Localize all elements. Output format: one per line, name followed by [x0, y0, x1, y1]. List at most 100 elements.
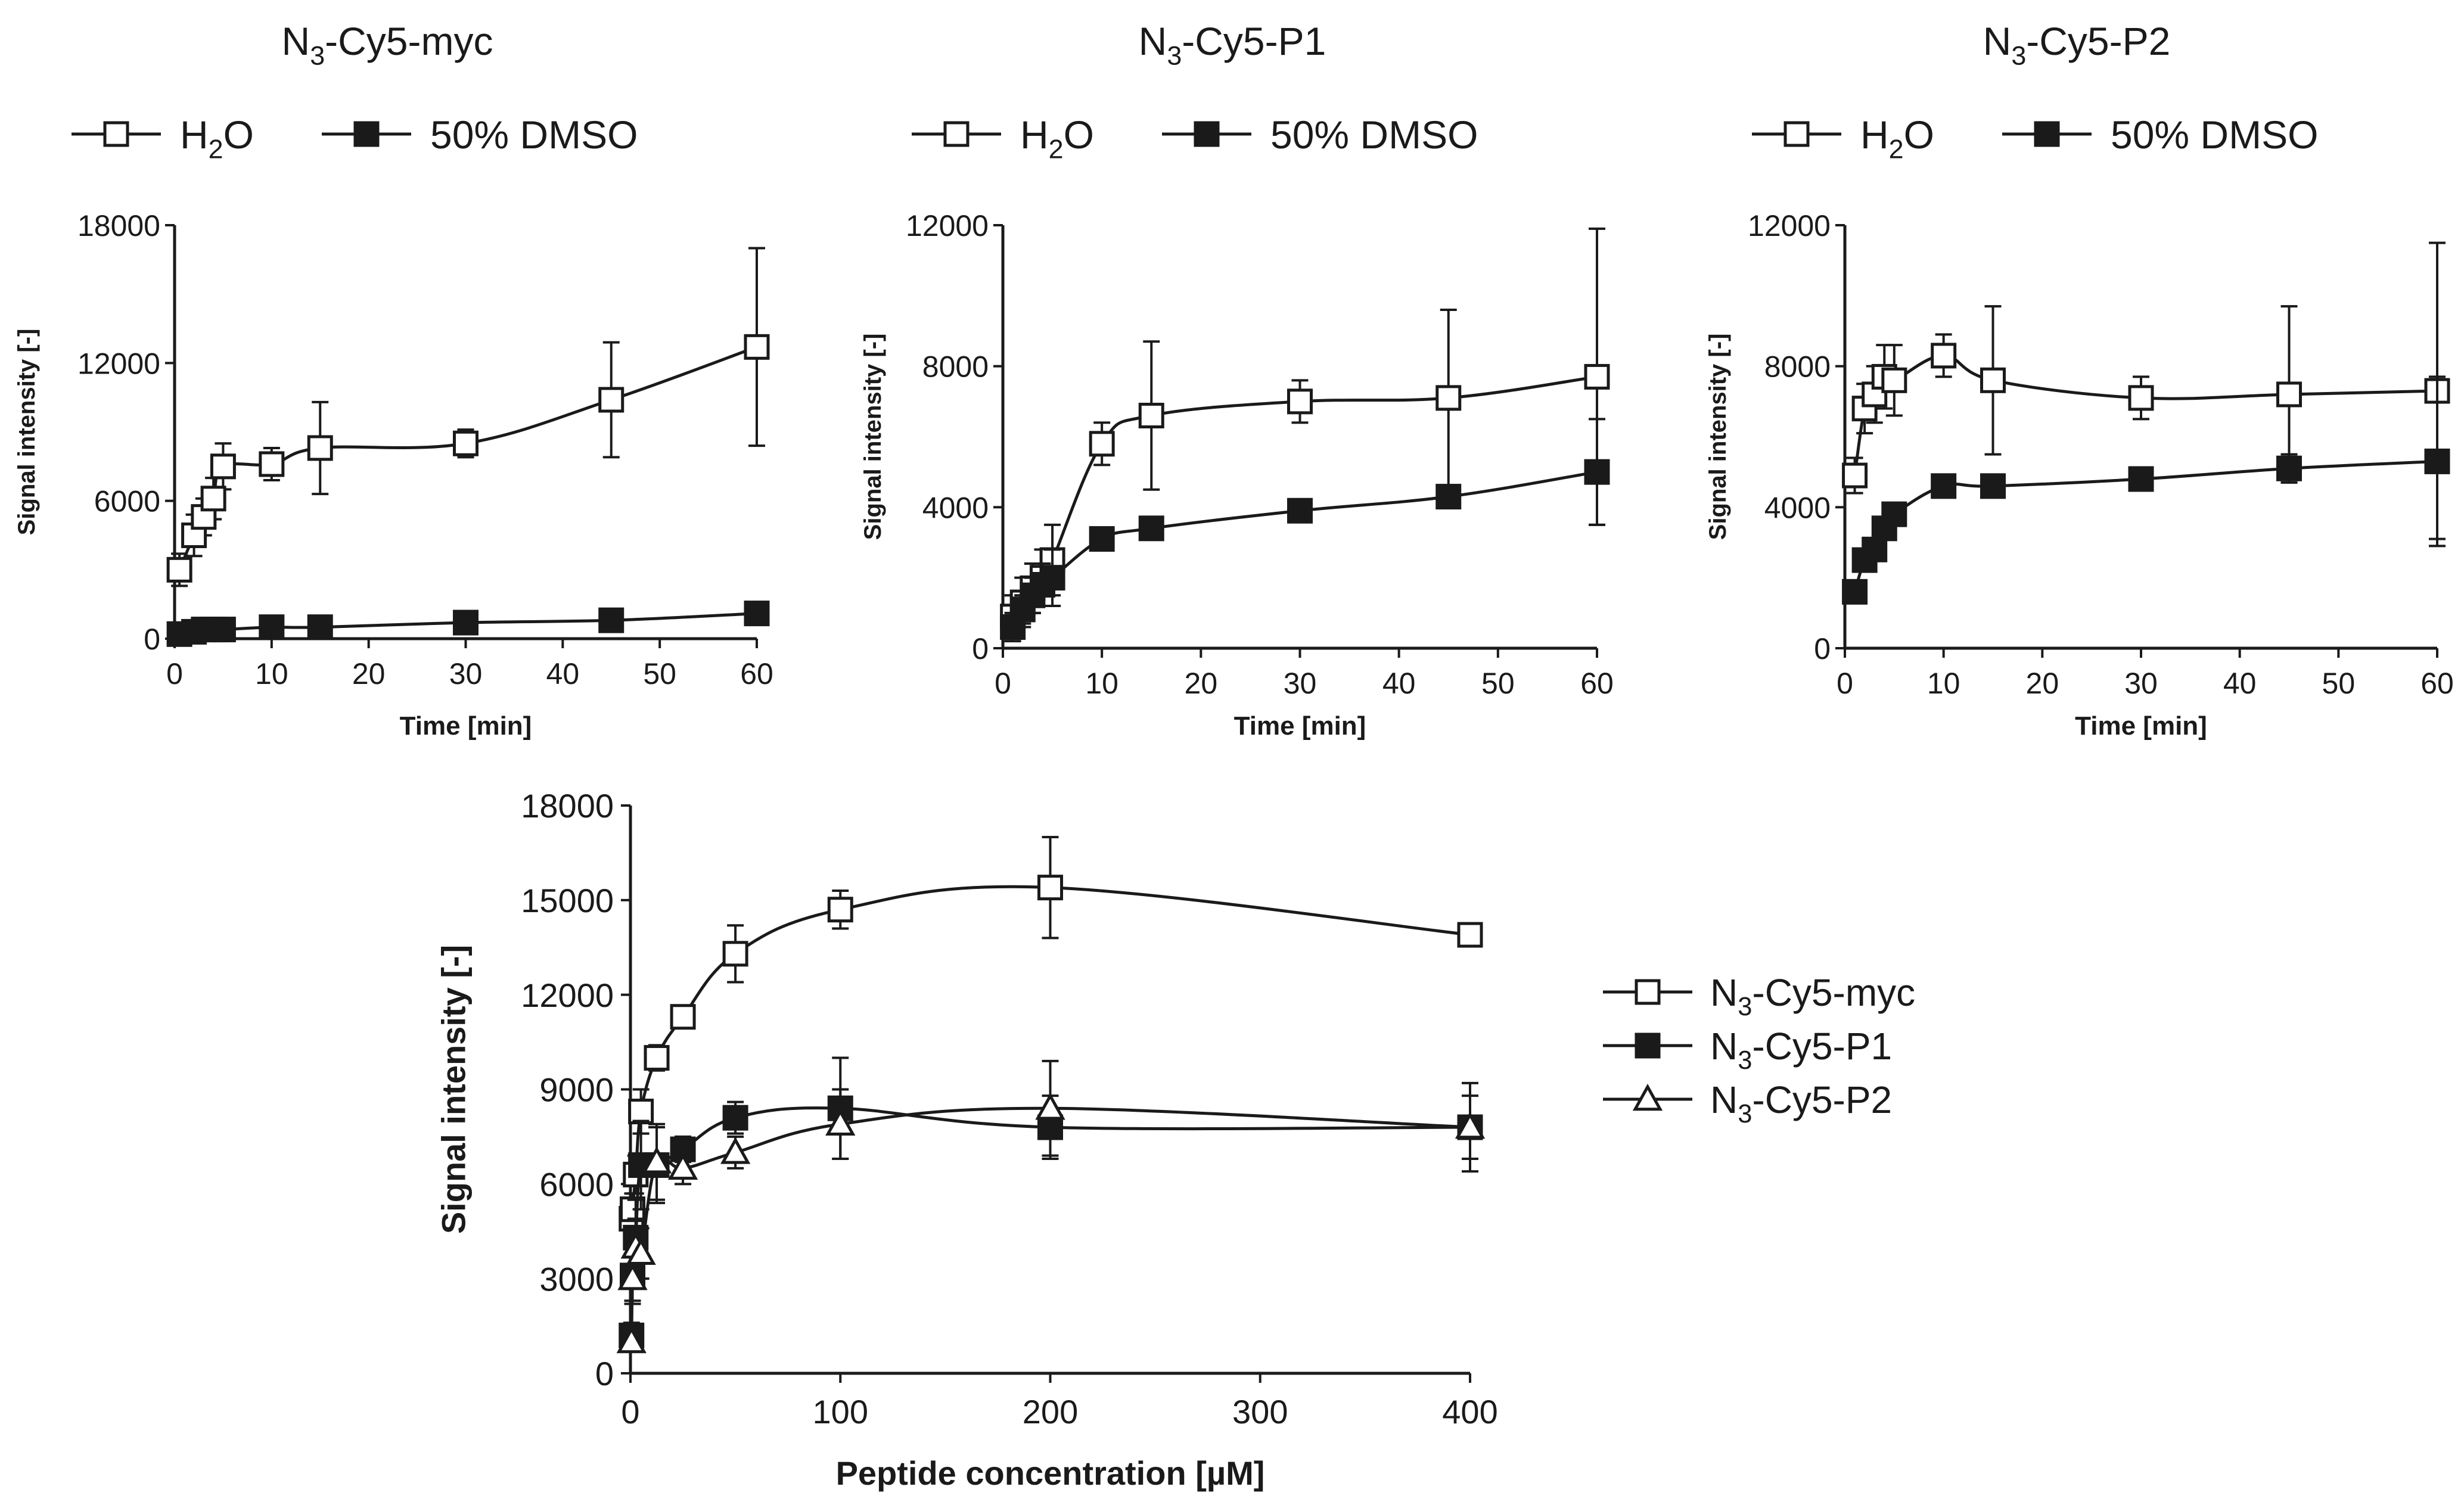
data-point	[210, 453, 236, 480]
x-tick-label: 10	[1927, 667, 1960, 700]
data-point	[259, 614, 285, 640]
panel-title-main: N	[1983, 19, 2012, 63]
x-tick-label: 0	[1837, 667, 1853, 700]
y-tick-label: 12000	[521, 976, 614, 1014]
data-point	[2276, 381, 2302, 408]
legend-label-main: N	[1710, 1078, 1738, 1121]
legend-label: N3-Cy5-myc	[1710, 971, 1915, 1021]
legend-label: 50% DMSO	[2111, 113, 2318, 157]
x-tick-label: 50	[1481, 667, 1515, 700]
x-tick-label: 30	[2124, 667, 2158, 700]
data-point	[670, 1004, 696, 1030]
data-point	[307, 614, 333, 640]
data-point	[1037, 875, 1063, 901]
legend-label-main: 50% DMSO	[430, 113, 638, 157]
y-tick-label: 12000	[906, 209, 989, 242]
x-tick-label: 0	[166, 657, 183, 691]
legend-label: 50% DMSO	[1270, 113, 1478, 157]
legend-label-rest: -Cy5-P2	[1752, 1078, 1892, 1121]
x-tick-label: 40	[546, 657, 580, 691]
panel-title-main: N	[1139, 19, 1167, 63]
data-point	[453, 430, 478, 456]
data-point	[1980, 367, 2006, 393]
legend-item: N3-Cy5-myc	[1603, 971, 1915, 1021]
y-axis-title: Signal intensity [-]	[434, 945, 472, 1234]
x-tick-label: 30	[449, 657, 483, 691]
x-tick-label: 300	[1232, 1393, 1288, 1430]
y-tick-label: 4000	[1764, 491, 1831, 524]
y-tick-label: 4000	[922, 491, 989, 524]
y-tick-label: 18000	[521, 787, 614, 825]
x-axis-title: Time [min]	[1234, 711, 1366, 741]
data-point	[1584, 459, 1610, 485]
legend-label-main: H	[180, 113, 209, 157]
legend-label-subscript: 2	[1889, 133, 1904, 164]
data-point	[1287, 388, 1313, 415]
legend-label-rest: O	[223, 113, 254, 157]
series-H2O	[166, 247, 770, 587]
data-point	[2128, 466, 2154, 492]
legend-marker	[1635, 1032, 1661, 1059]
data-point	[307, 435, 333, 461]
series-H2O	[1000, 227, 1610, 639]
data-point	[1842, 579, 1868, 605]
panel-title: N3-Cy5-P1	[1139, 19, 1326, 71]
x-tick-label: 20	[352, 657, 386, 691]
series-50% DMSO	[1842, 375, 2450, 605]
legend-item: 50% DMSO	[1162, 113, 1478, 157]
data-point	[644, 1045, 670, 1071]
legend-marker	[943, 121, 970, 147]
y-tick-label: 9000	[539, 1071, 614, 1109]
y-tick-label: 0	[595, 1355, 614, 1392]
legend-label-subscript: 3	[1738, 1046, 1752, 1075]
data-point	[1584, 363, 1610, 390]
y-tick-label: 0	[144, 623, 160, 656]
legend-marker	[353, 121, 380, 147]
legend-label-main: H	[1860, 113, 1889, 157]
legend-label-rest: O	[1904, 113, 1934, 157]
data-point	[200, 486, 226, 512]
data-point	[667, 1152, 698, 1180]
data-point	[641, 1146, 672, 1174]
legend-label-subscript: 3	[1738, 993, 1752, 1021]
data-point	[1455, 1111, 1486, 1139]
chart-myc-time: 0 6000 12000 18000 0 10 20 30 40 50 60 Time [min] Si…	[14, 19, 773, 741]
x-tick-label: 50	[643, 657, 676, 691]
data-point	[1089, 526, 1115, 552]
data-point	[616, 1326, 647, 1354]
legend-item: 50% DMSO	[2002, 113, 2318, 157]
data-point	[1287, 497, 1313, 524]
data-point	[166, 556, 192, 583]
y-axis-title: Signal intensity [-]	[1705, 334, 1731, 540]
y-tick-label: 6000	[94, 485, 160, 518]
legend-label: 50% DMSO	[430, 113, 638, 157]
legend-marker	[1632, 1083, 1663, 1111]
y-tick-label: 18000	[77, 209, 160, 242]
x-tick-label: 200	[1023, 1393, 1078, 1430]
legend-item: H2O	[912, 113, 1094, 164]
legend-label-rest: -Cy5-P1	[1752, 1025, 1892, 1068]
legend-label-subscript: 2	[1049, 133, 1064, 164]
data-point	[626, 1237, 656, 1265]
x-axis-title: Time [min]	[2075, 711, 2207, 741]
panel-title-rest: -Cy5-P1	[1182, 19, 1326, 63]
x-tick-label: 10	[1085, 667, 1118, 700]
panel-title-subscript: 3	[2011, 41, 2026, 71]
legend-label: N3-Cy5-P2	[1710, 1078, 1892, 1128]
data-point	[1039, 565, 1065, 591]
panel-title-main: N	[282, 19, 310, 63]
data-point	[825, 1108, 856, 1136]
data-point	[722, 941, 748, 967]
legend-marker	[1635, 979, 1661, 1005]
legend-marker	[103, 121, 129, 147]
data-point	[2424, 448, 2450, 474]
series-50% DMSO	[166, 601, 770, 647]
legend-label-subscript: 3	[1738, 1100, 1752, 1128]
y-tick-label: 6000	[539, 1165, 614, 1203]
data-point	[598, 387, 624, 413]
legend-label-main: N	[1710, 971, 1738, 1014]
data-point	[722, 1105, 748, 1131]
data-point	[1089, 431, 1115, 457]
data-point	[598, 607, 624, 633]
x-tick-label: 20	[1185, 667, 1218, 700]
